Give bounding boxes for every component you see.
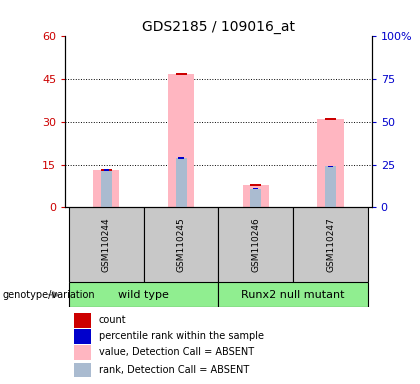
Bar xyxy=(325,118,336,120)
FancyBboxPatch shape xyxy=(144,207,218,282)
Text: GSM110245: GSM110245 xyxy=(176,217,186,272)
Text: value, Detection Call = ABSENT: value, Detection Call = ABSENT xyxy=(99,348,254,358)
Bar xyxy=(253,188,258,189)
Text: GSM110247: GSM110247 xyxy=(326,217,335,272)
Text: Runx2 null mutant: Runx2 null mutant xyxy=(241,290,345,300)
Text: GSM110246: GSM110246 xyxy=(251,217,260,272)
Bar xyxy=(101,170,112,207)
Bar xyxy=(168,73,194,207)
Bar xyxy=(74,329,91,344)
Bar xyxy=(74,345,91,360)
Bar xyxy=(250,189,261,207)
Text: GSM110244: GSM110244 xyxy=(102,217,111,272)
Title: GDS2185 / 109016_at: GDS2185 / 109016_at xyxy=(142,20,295,34)
Bar xyxy=(74,362,91,377)
FancyBboxPatch shape xyxy=(69,207,144,282)
Bar xyxy=(178,157,184,159)
Bar xyxy=(243,185,269,207)
Bar xyxy=(101,169,112,171)
Bar xyxy=(325,166,336,207)
Bar xyxy=(74,313,91,328)
Bar xyxy=(250,184,261,185)
FancyBboxPatch shape xyxy=(218,207,293,282)
Text: genotype/variation: genotype/variation xyxy=(2,290,95,300)
Text: percentile rank within the sample: percentile rank within the sample xyxy=(99,331,264,341)
Text: wild type: wild type xyxy=(118,290,169,300)
Bar xyxy=(318,119,344,207)
FancyBboxPatch shape xyxy=(69,282,218,307)
Bar xyxy=(328,166,333,167)
FancyBboxPatch shape xyxy=(218,282,368,307)
Bar xyxy=(104,169,109,170)
Bar xyxy=(176,158,186,207)
Bar xyxy=(93,170,119,207)
Text: rank, Detection Call = ABSENT: rank, Detection Call = ABSENT xyxy=(99,365,249,375)
Bar xyxy=(176,73,186,74)
Text: count: count xyxy=(99,315,126,325)
FancyBboxPatch shape xyxy=(293,207,368,282)
